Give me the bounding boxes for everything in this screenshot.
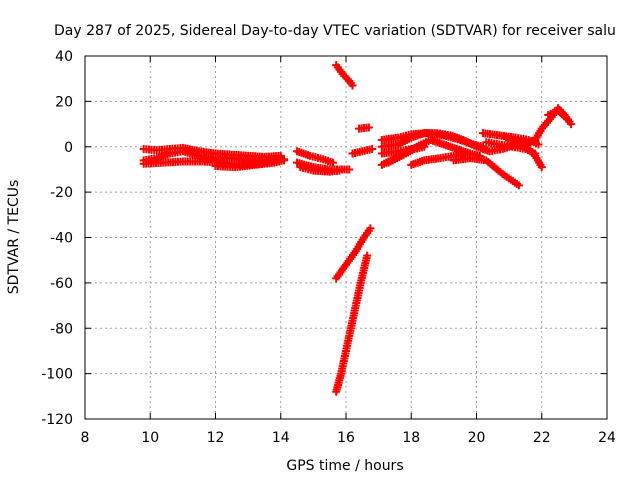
x-axis-tick-labels: 8 10 12 14 16 18 20 22 24 [81,430,616,446]
data-point [366,224,375,233]
data-point [328,158,337,167]
plot-frame [84,55,608,420]
data-point [363,251,372,260]
data-point [420,142,429,151]
series-track-d [211,156,289,172]
data-point [368,145,377,154]
y-tick-label: 20 [55,94,73,110]
data-point [345,165,354,174]
y-tick-label: -80 [50,321,73,337]
y-tick-label: -40 [50,231,73,247]
data-point [348,81,357,90]
chart-title: Day 287 of 2025, Sidereal Day-to-day VTE… [54,23,616,39]
x-tick-label: 8 [81,430,90,446]
y-tick-label: 40 [55,49,73,65]
data-point [567,120,576,129]
data-point [407,145,416,154]
x-tick-label: 14 [272,430,290,446]
data-point [364,123,373,132]
data-point [537,163,546,172]
series-track-g [296,163,344,176]
x-tick-label: 22 [533,430,551,446]
series-track-l [355,123,373,133]
series-track-x [544,106,572,124]
series-track-k [348,145,377,158]
data-point [563,115,572,124]
data-point [280,156,289,165]
series-track-s [449,154,523,190]
series-track-j [332,251,372,396]
y-tick-label: -100 [41,367,73,383]
x-tick-label: 18 [402,430,420,446]
series-track-r [407,149,468,169]
y-tick-label: -60 [50,276,73,292]
y-tick-label: -120 [41,412,73,428]
grid [85,56,607,419]
series-track-e [293,147,337,167]
series-track-i [332,224,375,283]
x-tick-label: 16 [337,430,355,446]
data-point [534,140,543,149]
data-point [335,166,344,175]
x-tick-label: 10 [141,430,159,446]
series-track-q [377,145,416,158]
y-tick-label: 0 [64,140,73,156]
x-tick-label: 12 [207,430,225,446]
x-axis-label: GPS time / hours [286,458,403,474]
data-point [479,142,488,151]
y-axis-label: SDTVAR / TECUs [6,180,22,295]
y-axis-tick-labels: 40 20 0 -20 -40 -60 -80 -100 -120 [41,49,73,428]
data-series [139,61,576,396]
y-tick-label: -20 [50,185,73,201]
x-tick-label: 24 [598,430,616,446]
data-point [514,181,523,190]
x-tick-label: 20 [468,430,486,446]
series-track-h [332,61,357,90]
